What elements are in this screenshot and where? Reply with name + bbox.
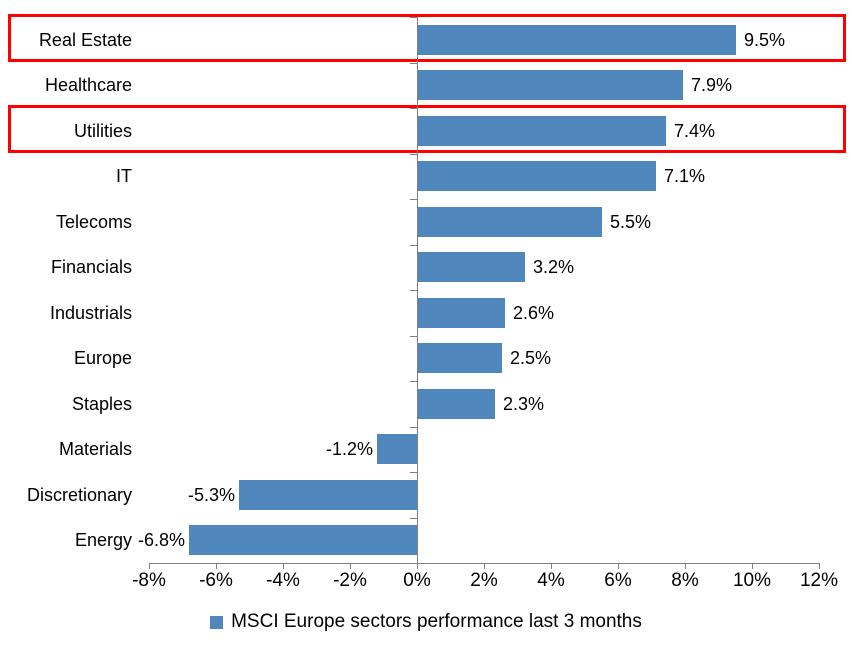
value-label-staples: 2.3% — [503, 394, 545, 414]
category-label-industrials: Industrials — [49, 303, 132, 323]
value-axis-tick-label: -4% — [266, 570, 300, 591]
value-axis-tick — [216, 563, 217, 569]
bar-energy — [189, 525, 417, 555]
category-axis-tick — [410, 472, 417, 473]
bar-financials — [418, 252, 525, 282]
value-axis-tick-label: -6% — [199, 570, 233, 591]
category-axis-tick — [410, 199, 417, 200]
category-axis-tick — [410, 17, 417, 18]
bar-real-estate — [418, 25, 736, 55]
bar-industrials — [418, 298, 505, 328]
value-label-healthcare: 7.9% — [691, 75, 733, 95]
bar-staples — [418, 389, 495, 419]
bar-materials — [377, 434, 417, 464]
value-axis-tick — [283, 563, 284, 569]
value-label-materials: -1.2% — [325, 439, 373, 459]
category-axis-line — [417, 17, 418, 563]
category-label-staples: Staples — [71, 394, 132, 414]
category-label-energy: Energy — [74, 530, 132, 550]
category-label-utilities: Utilities — [73, 121, 132, 141]
value-label-financials: 3.2% — [533, 257, 575, 277]
category-axis-tick — [410, 108, 417, 109]
category-label-healthcare: Healthcare — [44, 75, 132, 95]
value-label-telecoms: 5.5% — [610, 212, 652, 232]
value-axis-tick-label: -2% — [333, 570, 367, 591]
value-axis-tick-label: 10% — [732, 570, 772, 591]
value-label-europe: 2.5% — [510, 348, 552, 368]
value-axis-tick-label: 4% — [537, 570, 565, 591]
value-label-energy: -6.8% — [137, 530, 185, 550]
value-label-real-estate: 9.5% — [744, 30, 786, 50]
category-label-europe: Europe — [73, 348, 132, 368]
category-axis-tick — [410, 245, 417, 246]
category-axis-tick — [410, 427, 417, 428]
category-label-telecoms: Telecoms — [55, 212, 132, 232]
value-label-it: 7.1% — [664, 166, 706, 186]
value-axis-tick-label: 0% — [403, 570, 431, 591]
legend-marker-icon — [210, 615, 224, 629]
category-label-it: IT — [116, 166, 132, 186]
value-axis-tick — [484, 563, 485, 569]
category-axis-tick — [410, 381, 417, 382]
category-label-discretionary: Discretionary — [26, 485, 132, 505]
value-axis-tick-label: 8% — [671, 570, 699, 591]
legend-label: MSCI Europe sectors performance last 3 m… — [231, 611, 642, 632]
value-axis-tick — [149, 563, 150, 569]
category-axis-tick — [410, 63, 417, 64]
category-axis-tick — [410, 518, 417, 519]
value-axis-tick — [819, 563, 820, 569]
category-axis-tick — [410, 290, 417, 291]
value-label-utilities: 7.4% — [674, 121, 716, 141]
category-label-materials: Materials — [58, 439, 132, 459]
bar-healthcare — [418, 70, 683, 100]
value-axis-tick — [685, 563, 686, 569]
value-axis-tick — [417, 563, 418, 569]
value-axis-tick-label: 12% — [799, 570, 839, 591]
value-axis-tick — [551, 563, 552, 569]
bar-utilities — [418, 116, 666, 146]
bar-telecoms — [418, 207, 602, 237]
value-axis-tick — [618, 563, 619, 569]
bar-discretionary — [239, 480, 417, 510]
value-axis-tick-label: 2% — [470, 570, 498, 591]
value-axis-tick — [350, 563, 351, 569]
value-label-discretionary: -5.3% — [187, 485, 235, 505]
category-axis-tick — [410, 154, 417, 155]
category-axis-tick — [410, 336, 417, 337]
value-axis-tick-label: 6% — [604, 570, 632, 591]
highlight-box-real-estate — [8, 14, 846, 62]
category-label-financials: Financials — [50, 257, 132, 277]
value-axis-tick — [752, 563, 753, 569]
bar-it — [418, 161, 656, 191]
value-label-industrials: 2.6% — [513, 303, 555, 323]
highlight-box-utilities — [8, 105, 846, 153]
category-label-real-estate: Real Estate — [38, 30, 132, 50]
bar-europe — [418, 343, 502, 373]
value-axis-tick-label: -8% — [132, 570, 166, 591]
legend: MSCI Europe sectors performance last 3 m… — [0, 608, 852, 636]
